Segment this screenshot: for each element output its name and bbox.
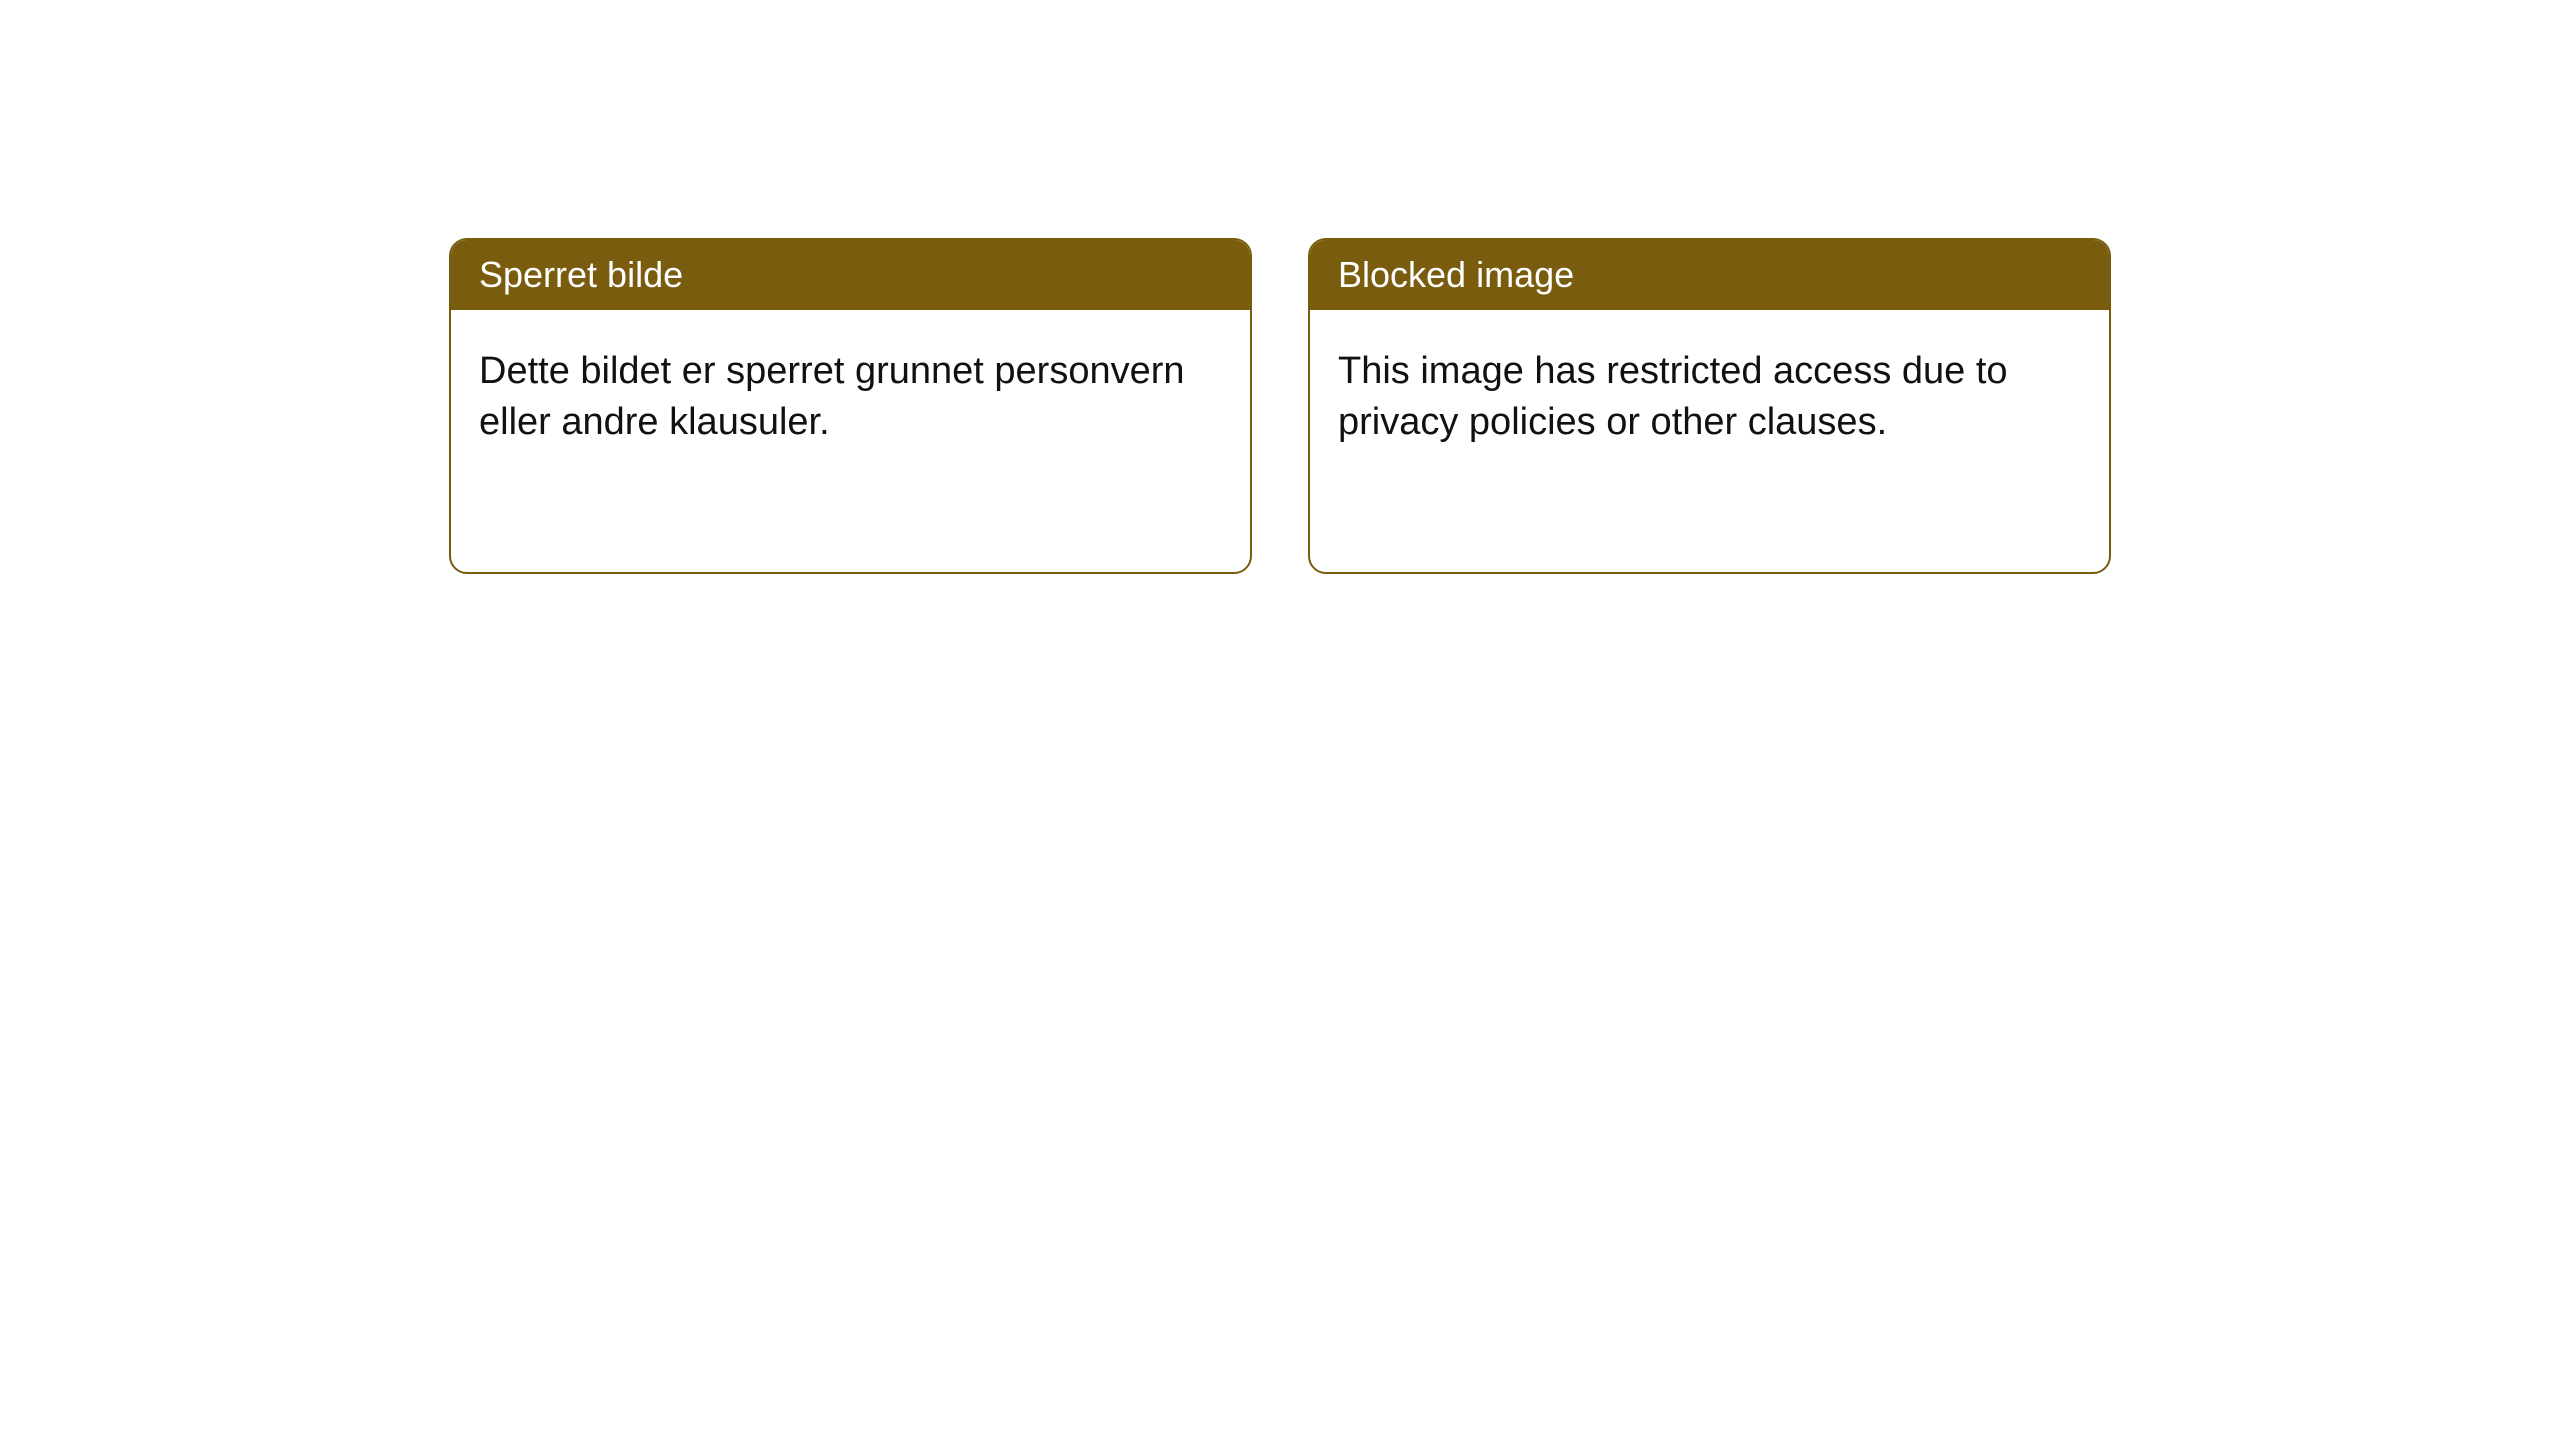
notice-cards-container: Sperret bilde Dette bildet er sperret gr… [449,238,2111,574]
card-title: Blocked image [1338,254,1574,295]
notice-card-english: Blocked image This image has restricted … [1308,238,2111,574]
notice-card-norwegian: Sperret bilde Dette bildet er sperret gr… [449,238,1252,574]
card-header: Blocked image [1310,240,2109,310]
card-body: Dette bildet er sperret grunnet personve… [451,310,1250,485]
card-body-text: Dette bildet er sperret grunnet personve… [479,350,1185,443]
card-title: Sperret bilde [479,254,683,295]
card-body-text: This image has restricted access due to … [1338,350,2008,443]
card-header: Sperret bilde [451,240,1250,310]
card-body: This image has restricted access due to … [1310,310,2109,485]
